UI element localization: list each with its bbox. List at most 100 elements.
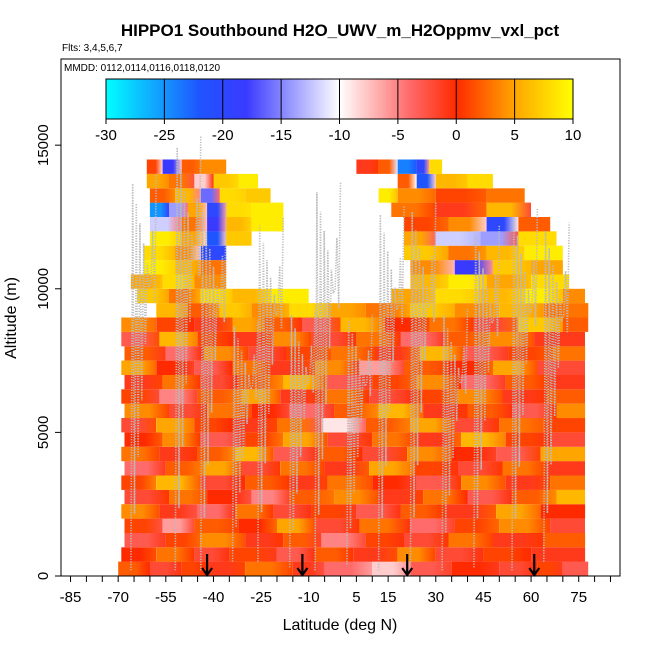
profile-track: [409, 202, 437, 571]
heatmap-cell: [483, 547, 531, 562]
x-axis-label: Latitude (deg N): [283, 617, 398, 634]
heatmap-cell: [188, 303, 220, 318]
heatmap-cell: [467, 489, 512, 505]
heatmap-cell: [489, 331, 535, 347]
heatmap-cell: [353, 547, 398, 562]
heatmap-cell: [273, 331, 312, 347]
heatmap-cell: [416, 374, 462, 390]
flight-marker-arrow: [296, 554, 309, 577]
flight-marker-arrow: [528, 554, 541, 577]
heatmap-cell: [124, 346, 166, 361]
heatmap-cell: [121, 446, 160, 462]
heatmap-cell: [121, 475, 157, 490]
y-axis-tick-label: 10000: [35, 268, 52, 310]
heatmap-cell: [315, 518, 360, 533]
heatmap-cell: [232, 317, 265, 332]
flight-marker-arrow: [201, 554, 213, 577]
heatmap-cell: [550, 475, 585, 490]
colorbar-tick-label: -15: [270, 127, 292, 144]
heatmap-cell: [156, 360, 195, 375]
heatmap-cell: [391, 288, 436, 304]
heatmap-cell: [124, 518, 163, 533]
heatmap-cell: [435, 231, 481, 246]
profile-track: [542, 222, 570, 562]
heatmap-cell: [410, 303, 455, 318]
heatmap-cell: [156, 317, 195, 332]
heatmap-cell: [289, 489, 335, 505]
heatmap-cell: [194, 317, 233, 332]
heatmap-cell: [400, 504, 446, 519]
colorbar: -30 -25 -20 -15 -10 -5 0 5 10: [95, 78, 581, 144]
heatmap-cell: [200, 159, 227, 174]
colorbar-tick-label: 0: [452, 127, 460, 144]
heatmap-cell: [156, 303, 189, 318]
heatmap-cell: [162, 374, 201, 390]
y-axis-label: Altitude (m): [3, 277, 20, 359]
heatmap-cell: [213, 173, 239, 189]
heatmap-cell: [486, 217, 519, 232]
heatmap-cell: [499, 418, 544, 433]
heatmap-cell: [165, 346, 204, 361]
x-axis-tick-label: 45: [475, 589, 492, 606]
profile-track: [257, 216, 285, 562]
colorbar-tick-label: -30: [95, 127, 117, 144]
flight-markers: [201, 554, 541, 577]
colorbar-ticks: -30 -25 -20 -15 -10 -5 0 5 10: [95, 79, 581, 144]
heatmap-cell: [448, 274, 487, 289]
heatmap-cell: [499, 518, 551, 533]
heatmap-cell: [207, 489, 252, 505]
heatmap-cell: [226, 202, 252, 217]
heatmap-cell: [378, 489, 424, 505]
heatmap-cell: [194, 173, 214, 189]
x-axis-tick-label: -55: [155, 589, 177, 606]
heatmap-cell: [197, 446, 236, 462]
heatmap-cell: [404, 231, 436, 246]
heatmap-cell: [423, 403, 468, 419]
heatmap-cell: [280, 461, 325, 476]
heatmap-cell: [365, 532, 404, 548]
colorbar-tick-label: -5: [391, 127, 404, 144]
heatmap-cell: [562, 317, 589, 332]
heatmap-cell: [458, 461, 503, 476]
heatmap-cell: [197, 331, 236, 347]
heatmap-cell: [397, 547, 436, 562]
profile-track: [377, 205, 405, 571]
heatmap-cell: [118, 561, 150, 576]
heatmap-cell: [143, 260, 176, 275]
heatmap-cell: [550, 374, 585, 390]
heatmap-cell: [200, 245, 227, 261]
heatmap-cell: [219, 303, 252, 318]
heatmap-cell: [149, 231, 182, 246]
heatmap-cell: [207, 202, 227, 217]
heatmap-cell: [311, 331, 357, 347]
heatmap-cell: [207, 403, 252, 419]
heatmap-cell: [277, 518, 316, 533]
heatmap-cell: [556, 403, 586, 419]
heatmap-cell: [419, 346, 465, 361]
heatmap-cell: [467, 173, 493, 189]
profile-track: [473, 225, 501, 568]
heatmap-cell: [537, 561, 563, 576]
heatmap-cell: [448, 245, 487, 261]
heatmap-cell: [159, 389, 198, 404]
x-axis-tick-label: 60: [523, 589, 540, 606]
profile-track-layer: [130, 136, 570, 571]
heatmap-cell: [321, 418, 366, 433]
heatmap-cell: [461, 475, 506, 490]
heatmap-cell: [480, 288, 525, 304]
heatmap-cell: [473, 317, 519, 332]
heatmap-cell: [245, 475, 290, 490]
heatmap-cell: [378, 403, 424, 419]
heatmap-cell: [448, 217, 487, 232]
heatmap-cell: [546, 461, 585, 476]
heatmap-cell: [451, 446, 497, 462]
heatmap-cell: [480, 231, 519, 246]
heatmap-cell: [435, 202, 487, 217]
heatmap-cell: [448, 532, 493, 548]
heatmap-cell: [445, 504, 497, 519]
heatmap-cell: [251, 202, 284, 217]
heatmap-cell: [169, 202, 189, 217]
heatmap-cell: [207, 231, 227, 246]
profile-track: [200, 202, 227, 571]
heatmap-cell: [137, 288, 169, 304]
